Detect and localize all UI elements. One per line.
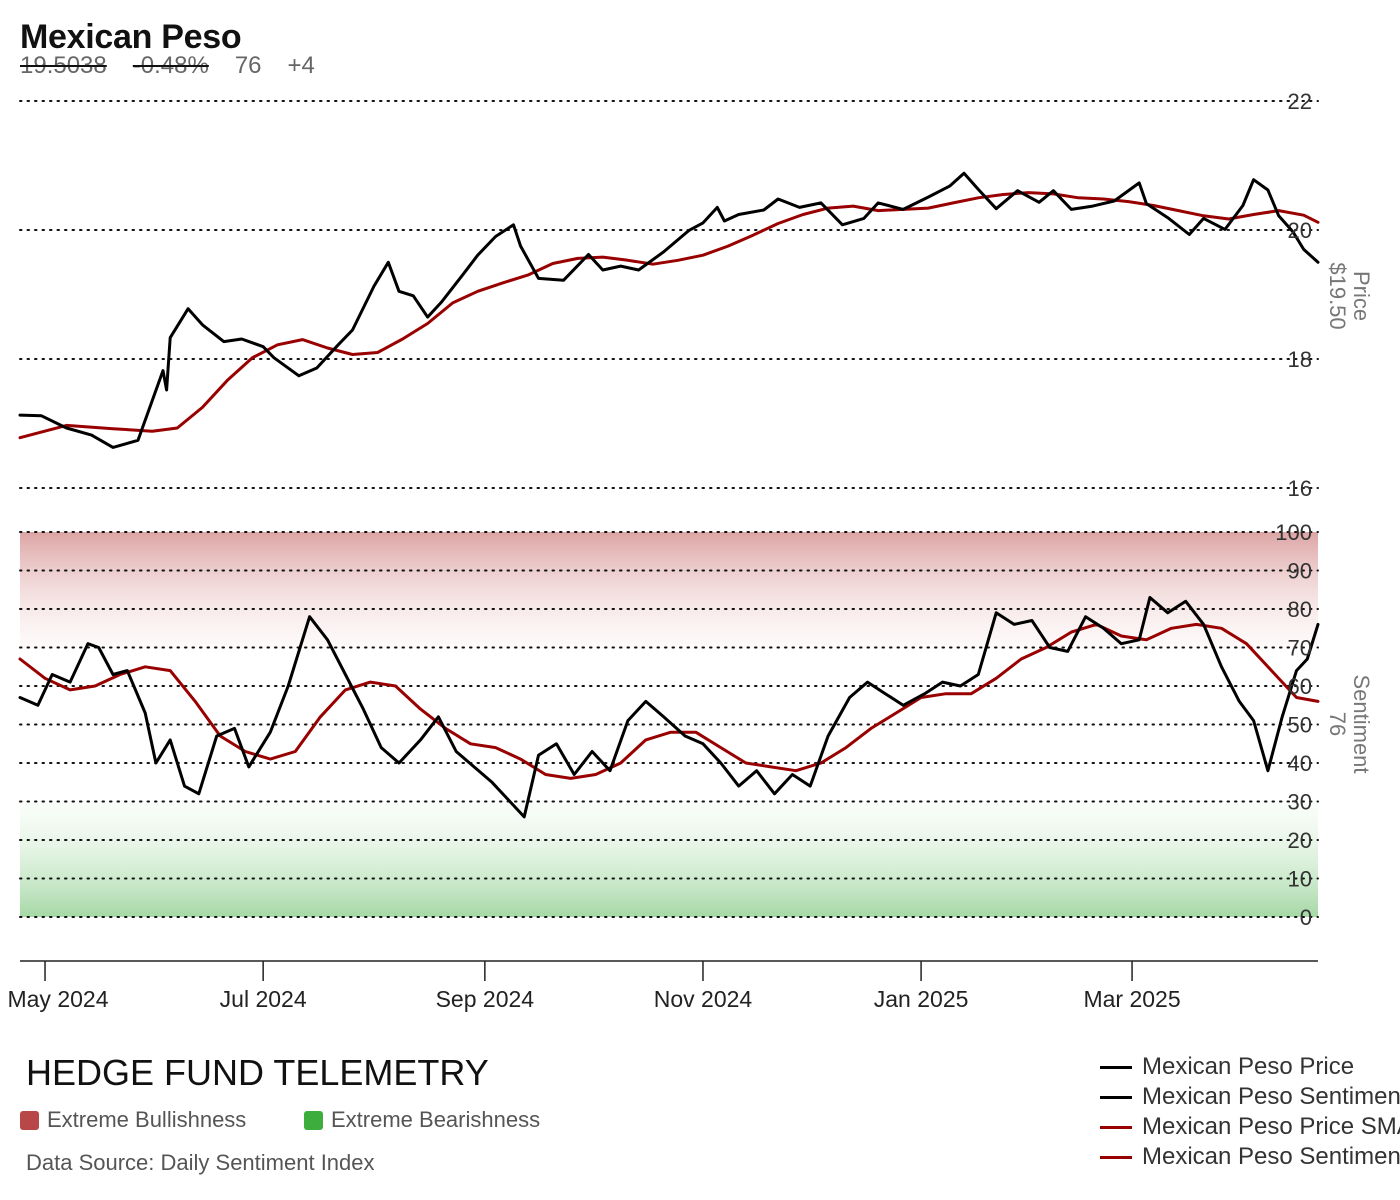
price-axis-tick-label: 18 (1288, 347, 1312, 372)
sentiment-axis-tick-label: 90 (1288, 559, 1312, 584)
price-axis-tick-label: 16 (1288, 476, 1312, 501)
price-axis-tick-label: 22 (1288, 89, 1312, 114)
x-tick-label: Nov 2024 (654, 986, 753, 1012)
sentiment-axis-tick-label: 30 (1288, 790, 1312, 815)
sentiment-axis-tick-label: 70 (1288, 636, 1312, 661)
sentiment-axis-tick-label: 40 (1288, 751, 1312, 776)
extreme-bearishness-label: Extreme Bearishness (331, 1107, 541, 1132)
bullishness-swatch (20, 1110, 39, 1130)
data-source: Data Source: Daily Sentiment Index (26, 1150, 375, 1175)
legend-item-sentiment-sma[interactable]: Mexican Peso Sentiment SMA (1100, 1142, 1400, 1172)
price-current-value: $19.50 (1325, 262, 1350, 329)
legend-line-icon (1100, 1095, 1132, 1099)
sentiment-line (18, 596, 1320, 819)
sentiment-axis-tick-label: 60 (1288, 674, 1312, 699)
extreme-bullishness-zone (20, 532, 1318, 648)
legend-line-icon (1100, 1125, 1132, 1129)
chart-title: Mexican Peso (20, 18, 242, 56)
extreme-bullishness-key: Extreme Bullishness (20, 1107, 246, 1133)
legend-item-sentiment[interactable]: Mexican Peso Sentiment (1100, 1082, 1400, 1112)
current-price: 19.5038 (20, 52, 107, 79)
x-tick-label: Jul 2024 (220, 986, 307, 1012)
x-tick-label: Mar 2025 (1083, 986, 1180, 1012)
x-tick-label: May 2024 (7, 986, 108, 1012)
legend-label: Mexican Peso Price (1142, 1053, 1355, 1080)
sentiment-axis-tick-label: 100 (1275, 520, 1312, 545)
sentiment-axis-tick-label: 80 (1288, 597, 1312, 622)
legend-item-price[interactable]: Mexican Peso Price (1100, 1052, 1400, 1082)
legend-label: Mexican Peso Price SMA (1142, 1113, 1400, 1140)
legend-item-price-sma[interactable]: Mexican Peso Price SMA (1100, 1112, 1400, 1142)
price-sma-line (18, 191, 1320, 440)
x-tick-label: Jan 2025 (874, 986, 969, 1012)
legend-label: Mexican Peso Sentiment SMA (1142, 1143, 1400, 1170)
sentiment-change: +4 (287, 52, 315, 79)
extreme-bullishness-label: Extreme Bullishness (47, 1107, 247, 1132)
sentiment-current-value: 76 (1325, 712, 1350, 736)
chart-canvas: 16 18 20 22 0 10 20 30 40 50 60 70 80 90 100 May 2024 Ju… (7, 89, 1374, 1012)
legend-line-icon (1100, 1155, 1132, 1159)
sentiment-axis-tick-label: 20 (1288, 828, 1312, 853)
legend-label: Mexican Peso Sentiment (1142, 1083, 1400, 1110)
header-stats: 19.5038 -0.48% 76 +4 (20, 52, 341, 80)
extreme-bearishness-key: Extreme Bearishness (304, 1107, 540, 1133)
price-line (18, 171, 1320, 449)
current-sentiment: 76 (234, 52, 262, 79)
sentiment-axis-tick-label: 0 (1300, 905, 1312, 930)
sentiment-axis-tick-label: 50 (1288, 713, 1312, 738)
sentiment-axis-title: Sentiment (1349, 674, 1374, 773)
legend: Mexican Peso Price Mexican Peso Sentimen… (1100, 1052, 1400, 1172)
price-axis-tick-label: 20 (1288, 218, 1312, 243)
price-change-percent: -0.48% (132, 52, 209, 79)
sentiment-axis-tick-label: 10 (1288, 867, 1312, 892)
bearishness-swatch (304, 1110, 323, 1130)
legend-line-icon (1100, 1065, 1132, 1069)
x-tick-label: Sep 2024 (436, 986, 535, 1012)
brand-name: HEDGE FUND TELEMETRY (26, 1052, 489, 1093)
price-axis-title: Price (1349, 271, 1374, 321)
extreme-bearishness-zone (20, 801, 1318, 917)
